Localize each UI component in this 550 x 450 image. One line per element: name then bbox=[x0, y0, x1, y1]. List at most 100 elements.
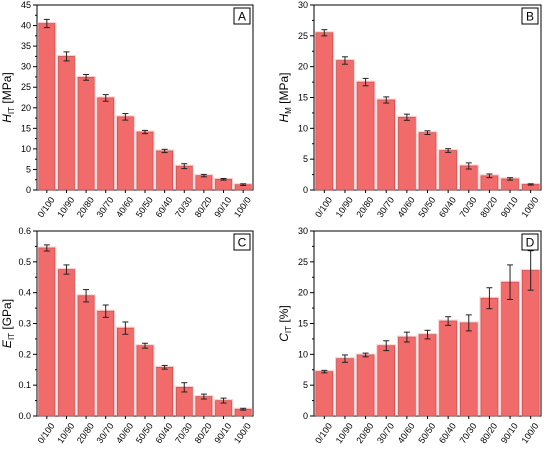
y-tick-label: 10 bbox=[298, 123, 308, 133]
x-tick-label: 70/30 bbox=[173, 421, 194, 445]
y-axis-subscript: IT bbox=[7, 333, 16, 340]
y-axis-label: HIT [MPa] bbox=[0, 72, 16, 122]
bar-50-50 bbox=[418, 132, 437, 191]
x-tick-label: 40/60 bbox=[114, 421, 135, 445]
y-tick-label: 20 bbox=[298, 62, 308, 72]
y-tick-label: 40 bbox=[21, 21, 31, 31]
bar-10-90 bbox=[336, 358, 354, 417]
y-tick-label: 0.1 bbox=[18, 380, 31, 390]
y-tick-label: 20 bbox=[21, 103, 31, 113]
y-tick-label: 5 bbox=[303, 154, 308, 164]
x-tick-label: 40/60 bbox=[396, 195, 417, 219]
x-tick-label: 50/50 bbox=[134, 421, 155, 445]
x-tick-label: 60/40 bbox=[153, 195, 174, 219]
x-tick-label: 30/70 bbox=[375, 421, 396, 445]
bar-10-90 bbox=[336, 60, 354, 191]
x-tick-label: 0/100 bbox=[313, 195, 334, 219]
bar-0-100 bbox=[38, 23, 56, 191]
bar-30-70 bbox=[377, 99, 395, 191]
bar-0-100 bbox=[315, 371, 334, 417]
y-axis-label: EIT [GPa] bbox=[0, 299, 16, 348]
x-tick-label: 40/60 bbox=[114, 195, 135, 219]
y-tick-label: 45 bbox=[21, 0, 31, 10]
bar-80-20 bbox=[195, 175, 213, 191]
x-tick-label: 10/90 bbox=[334, 195, 355, 219]
y-tick-label: 35 bbox=[21, 41, 31, 51]
y-tick-label: 15 bbox=[298, 319, 308, 329]
bar-40-60 bbox=[117, 327, 134, 417]
x-tick-label: 50/50 bbox=[416, 195, 437, 219]
bar-90-10 bbox=[215, 179, 232, 191]
bar-40-60 bbox=[117, 116, 134, 191]
bar-30-70 bbox=[377, 345, 395, 417]
x-tick-label: 60/40 bbox=[153, 421, 174, 445]
y-tick-label: 5 bbox=[26, 164, 31, 174]
bar-60-40 bbox=[439, 150, 457, 191]
x-tick-label: 90/10 bbox=[499, 195, 520, 219]
bar-30-70 bbox=[97, 310, 115, 417]
x-tick-label: 70/30 bbox=[458, 421, 479, 445]
x-tick-label: 10/90 bbox=[55, 195, 76, 219]
x-tick-label: 30/70 bbox=[94, 195, 115, 219]
y-tick-label: 25 bbox=[298, 257, 308, 267]
x-tick-label: 10/90 bbox=[334, 421, 355, 445]
x-tick-label: 80/20 bbox=[478, 421, 499, 445]
bar-100-0 bbox=[521, 270, 540, 417]
y-tick-label: 15 bbox=[21, 123, 31, 133]
x-tick-label: 90/10 bbox=[499, 421, 520, 445]
bar-60-40 bbox=[156, 150, 173, 191]
x-tick-label: 60/40 bbox=[437, 195, 458, 219]
y-tick-label: 25 bbox=[21, 82, 31, 92]
bar-20-80 bbox=[77, 295, 95, 417]
y-axis-symbol: H bbox=[0, 114, 14, 123]
y-axis-label: HM [MPa] bbox=[277, 72, 293, 122]
y-axis-unit: [%] bbox=[277, 305, 291, 326]
bar-50-50 bbox=[418, 334, 437, 417]
y-tick-label: 0 bbox=[303, 185, 308, 195]
x-tick-label: 20/80 bbox=[75, 195, 96, 219]
x-tick-label: 80/20 bbox=[193, 195, 214, 219]
bar-60-40 bbox=[156, 366, 173, 417]
panel-letter: C bbox=[238, 236, 247, 250]
y-tick-label: 30 bbox=[298, 226, 308, 236]
bar-40-60 bbox=[398, 116, 416, 191]
x-tick-label: 20/80 bbox=[354, 421, 375, 445]
bar-10-90 bbox=[58, 56, 75, 191]
y-axis-symbol: E bbox=[0, 339, 14, 348]
bar-10-90 bbox=[58, 269, 75, 417]
bar-50-50 bbox=[136, 131, 154, 191]
x-tick-label: 100/0 bbox=[232, 195, 253, 219]
bar-0-100 bbox=[315, 32, 334, 191]
bar-20-80 bbox=[356, 354, 375, 417]
y-tick-label: 0.6 bbox=[18, 226, 31, 236]
x-tick-label: 0/100 bbox=[36, 421, 57, 445]
bar-20-80 bbox=[77, 77, 95, 191]
panel-badge bbox=[233, 7, 251, 25]
y-tick-label: 25 bbox=[298, 31, 308, 41]
bar-90-10 bbox=[501, 281, 519, 417]
panel-letter: D bbox=[526, 236, 535, 250]
y-tick-label: 10 bbox=[298, 349, 308, 359]
panel-letter: A bbox=[238, 10, 246, 24]
chart-panel-c: 0.0 0.1 0.2 0.3 0.4 0.5 0.6 0/10010/9020/8030/7… bbox=[0, 226, 254, 445]
x-tick-label: 30/70 bbox=[375, 195, 396, 219]
bar-40-60 bbox=[398, 336, 416, 417]
y-tick-label: 0 bbox=[26, 185, 31, 195]
y-axis-unit: [MPa] bbox=[277, 72, 291, 107]
x-tick-label: 70/30 bbox=[458, 195, 479, 219]
chart-panel-b: 0 5 10 15 20 25 30 0/100 10/90 20/80 30/70 40/60 50/… bbox=[277, 0, 542, 219]
x-tick-label: 70/30 bbox=[173, 195, 194, 219]
x-tick-label: 60/40 bbox=[437, 421, 458, 445]
bar-70-30 bbox=[460, 322, 478, 417]
x-tick-label: 80/20 bbox=[478, 195, 499, 219]
panel-badge bbox=[521, 7, 539, 25]
y-tick-label: 0.5 bbox=[18, 257, 31, 267]
y-axis-subscript: IT bbox=[7, 107, 16, 114]
x-tick-label: 100/0 bbox=[232, 421, 253, 445]
y-tick-label: 15 bbox=[298, 93, 308, 103]
y-tick-label: 0.0 bbox=[18, 411, 31, 421]
y-tick-label: 10 bbox=[21, 144, 31, 154]
y-tick-label: 30 bbox=[298, 0, 308, 10]
bar-70-30 bbox=[175, 165, 193, 191]
